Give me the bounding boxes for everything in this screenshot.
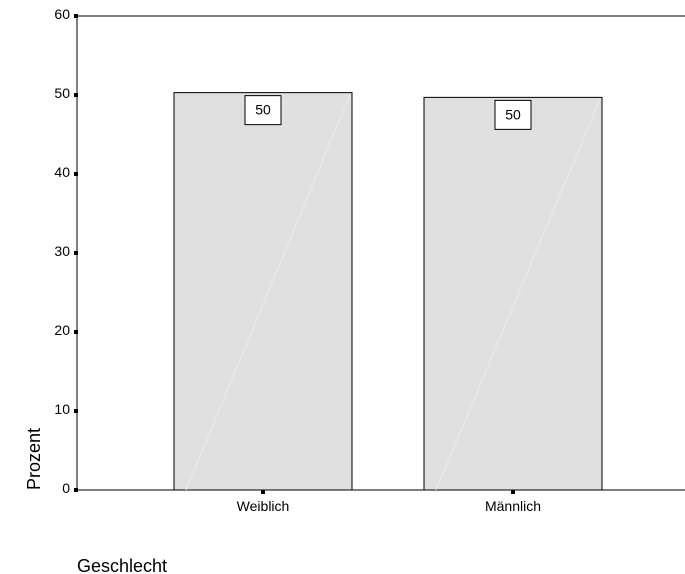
y-axis-ticks: 0 10 20 30 40 50 60	[54, 6, 78, 496]
y-tick-mark	[74, 93, 78, 97]
data-label: 50	[255, 102, 271, 118]
y-tick-mark	[74, 488, 78, 492]
x-tick-label: Männlich	[485, 498, 541, 514]
y-tick-mark	[74, 251, 78, 255]
data-label-box	[494, 99, 532, 130]
y-tick-label: 40	[54, 164, 70, 180]
x-tick-label: Weiblich	[237, 498, 290, 514]
y-tick-mark	[74, 172, 78, 176]
y-tick-label: 30	[54, 243, 70, 259]
y-tick-mark	[74, 14, 78, 18]
y-axis-title: Prozent	[24, 428, 44, 490]
data-label-box	[244, 95, 282, 126]
y-tick-label: 0	[62, 480, 70, 496]
bar-männlich	[423, 96, 603, 491]
y-tick-mark	[74, 409, 78, 413]
y-tick-mark	[74, 330, 78, 334]
y-tick-label: 50	[54, 85, 70, 101]
y-tick-label: 60	[54, 6, 70, 22]
x-axis-title: Geschlecht	[77, 556, 167, 574]
bar-shading	[435, 99, 601, 491]
bar-weiblich	[173, 92, 353, 491]
data-labels: 50 50	[244, 95, 532, 130]
bar-shading	[185, 94, 351, 491]
data-label: 50	[505, 106, 521, 122]
category-labels: Weiblich Männlich	[237, 490, 541, 514]
y-tick-label: 10	[54, 401, 70, 417]
x-tick-mark	[511, 490, 515, 494]
y-tick-label: 20	[54, 322, 70, 338]
x-tick-mark	[261, 490, 265, 494]
bars	[173, 92, 603, 491]
